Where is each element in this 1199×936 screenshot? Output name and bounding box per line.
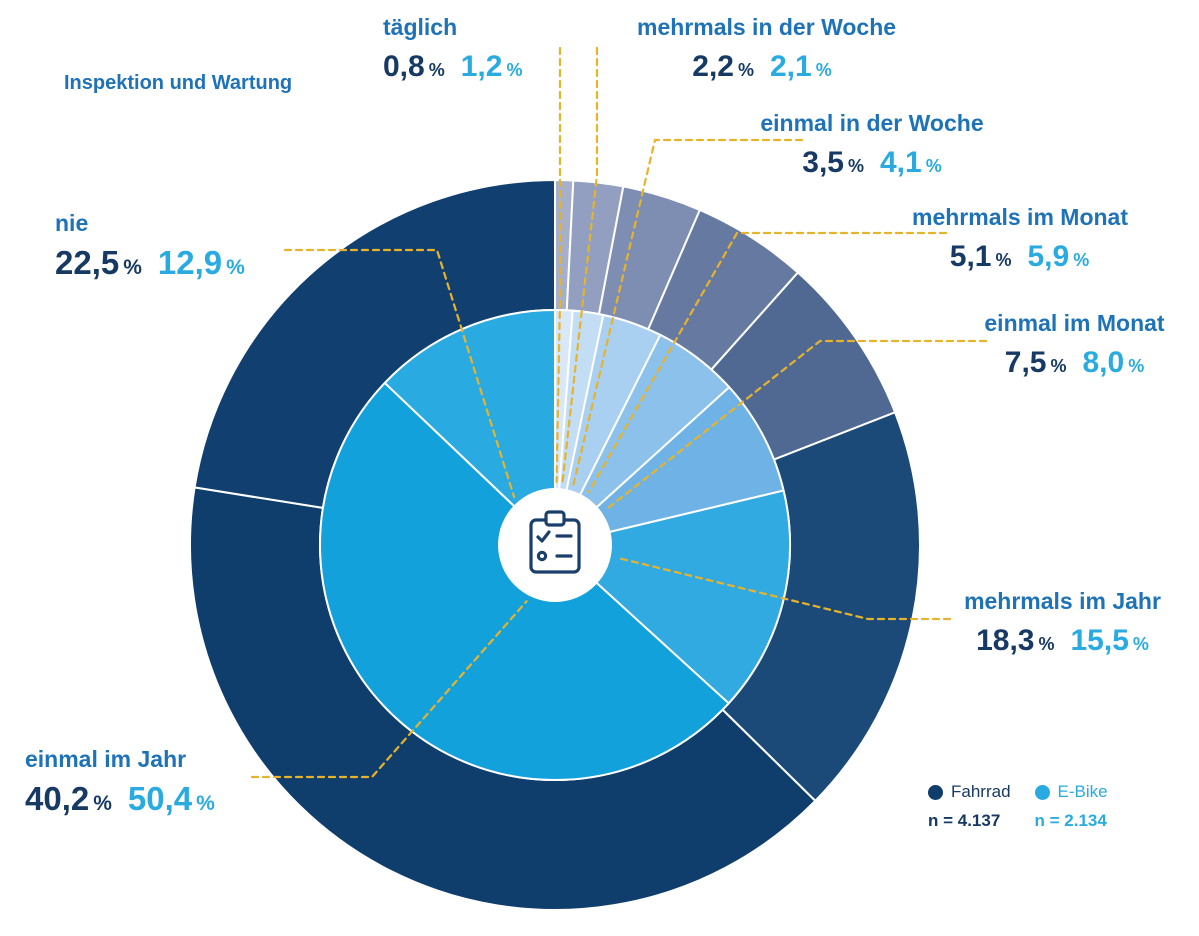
chart-title: Inspektion und Wartung: [64, 72, 293, 94]
legend: Fahrrad n = 4.137 E-Bike n = 2.134: [928, 782, 1108, 831]
category-label: täglich: [383, 14, 458, 40]
fahrrad-outer-ring: [189, 179, 921, 911]
clipboard-checklist-icon: [529, 510, 581, 574]
fahrrad-value: 0,8: [383, 50, 425, 83]
label-einmal-in-der-woche: einmal in der Woche 3,5% 4,1%: [757, 110, 987, 186]
percent-sign: %: [1128, 356, 1145, 376]
legend-ebike: E-Bike n = 2.134: [1034, 782, 1108, 831]
category-label: einmal im Monat: [984, 310, 1165, 336]
fahrrad-value: 5,1: [949, 240, 992, 273]
fahrrad-value: 7,5: [1004, 346, 1047, 379]
ebike-value: 8,0: [1082, 346, 1125, 379]
segment-ebike-5: [554, 489, 791, 705]
label-einmal-im-jahr: einmal im Jahr 40,2% 50,4%: [25, 746, 275, 824]
percent-sign: %: [1073, 250, 1090, 270]
label-mehrmals-in-der-woche: mehrmals in der Woche 2,2% 2,1%: [637, 14, 897, 90]
ebike-value: 2,1: [770, 50, 812, 83]
category-label: mehrmals in der Woche: [637, 14, 897, 40]
label-taeglich: täglich 0,8% 1,2%: [383, 14, 583, 90]
fahrrad-legend-label: Fahrrad: [951, 782, 1011, 801]
leader-line-0: [555, 46, 562, 484]
ebike-value: 15,5: [1070, 624, 1129, 657]
leader-line-6: [250, 600, 528, 779]
fahrrad-value: 18,3: [976, 624, 1035, 657]
category-label: nie: [55, 210, 89, 236]
ebike-sample-size: n = 2.134: [1034, 811, 1107, 830]
percent-sign: %: [995, 250, 1012, 270]
percent-sign: %: [1132, 634, 1149, 654]
percent-sign: %: [506, 60, 523, 80]
category-label: mehrmals im Jahr: [964, 588, 1161, 614]
leader-lines: [250, 46, 988, 779]
leader-line-1: [561, 46, 599, 484]
ebike-value: 50,4: [127, 780, 193, 817]
percent-sign: %: [123, 256, 142, 279]
percent-sign: %: [93, 792, 112, 815]
percent-sign: %: [196, 792, 215, 815]
label-mehrmals-im-jahr: mehrmals im Jahr 18,3% 15,5%: [950, 588, 1175, 664]
fahrrad-sample-size: n = 4.137: [928, 811, 1001, 830]
legend-fahrrad: Fahrrad n = 4.137: [928, 782, 1011, 831]
fahrrad-value: 3,5: [802, 146, 844, 179]
ebike-value: 12,9: [157, 244, 223, 281]
ebike-value: 4,1: [880, 146, 922, 179]
fahrrad-value: 22,5: [55, 244, 120, 281]
percent-sign: %: [428, 60, 445, 80]
percent-sign: %: [925, 156, 942, 176]
category-label: einmal im Jahr: [25, 746, 187, 772]
fahrrad-value: 2,2: [692, 50, 734, 83]
leader-line-5: [615, 556, 952, 621]
label-einmal-im-monat: einmal im Monat 7,5% 8,0%: [982, 310, 1167, 386]
ebike-value: 5,9: [1027, 240, 1070, 273]
fahrrad-value: 40,2: [25, 780, 90, 817]
category-label: einmal in der Woche: [760, 110, 984, 136]
leader-line-2: [572, 138, 804, 486]
ebike-legend-label: E-Bike: [1057, 782, 1108, 801]
ebike-legend-dot: [1034, 784, 1050, 800]
label-mehrmals-im-monat: mehrmals im Monat 5,1% 5,9%: [912, 204, 1128, 280]
leader-line-4: [605, 339, 988, 511]
percent-sign: %: [1050, 356, 1067, 376]
label-nie: nie 22,5% 12,9%: [55, 210, 305, 288]
percent-sign: %: [1038, 634, 1055, 654]
fahrrad-legend-dot: [928, 784, 943, 800]
percent-sign: %: [226, 256, 245, 279]
leader-line-7: [283, 248, 516, 499]
leader-line-3: [587, 231, 948, 493]
ebike-value: 1,2: [460, 50, 503, 83]
percent-sign: %: [847, 156, 864, 176]
chart-center-hub: [498, 488, 612, 602]
category-label: mehrmals im Monat: [912, 204, 1128, 230]
percent-sign: %: [815, 60, 832, 80]
percent-sign: %: [737, 60, 754, 80]
